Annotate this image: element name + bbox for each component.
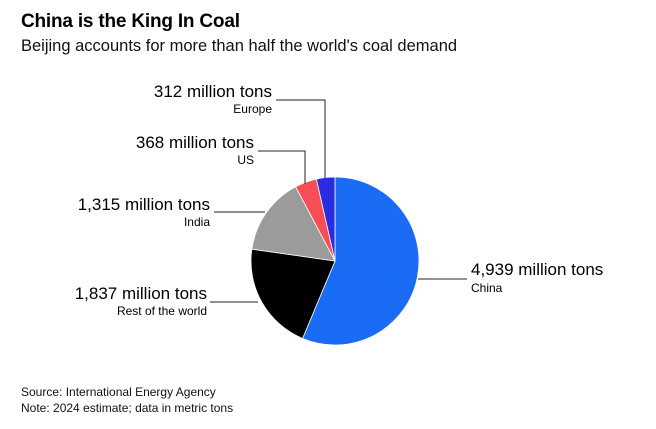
chart-subtitle: Beijing accounts for more than half the … [21, 37, 458, 55]
category-label-rest: Rest of the world [117, 304, 207, 318]
value-label-china: 4,939 million tons [471, 260, 603, 279]
value-label-rest: 1,837 million tons [75, 284, 207, 303]
value-label-europe: 312 million tons [154, 82, 272, 101]
source-note: Source: International Energy Agency [21, 385, 216, 399]
leader-line-europe [276, 99, 326, 178]
pie-slice-rest [250, 248, 336, 340]
leader-line-us [258, 150, 306, 184]
category-label-india: India [184, 215, 210, 229]
value-label-india: 1,315 million tons [78, 195, 210, 214]
value-label-us: 368 million tons [136, 133, 254, 152]
chart-title: China is the King In Coal [21, 11, 240, 32]
pie-slice-china [302, 176, 420, 346]
pie-slice-europe [315, 176, 336, 262]
data-note: Note: 2024 estimate; data in metric tons [21, 401, 234, 415]
category-label-us: US [237, 153, 254, 167]
category-label-europe: Europe [233, 102, 272, 116]
pie-slice-india [251, 186, 336, 262]
category-label-china: China [471, 281, 503, 295]
